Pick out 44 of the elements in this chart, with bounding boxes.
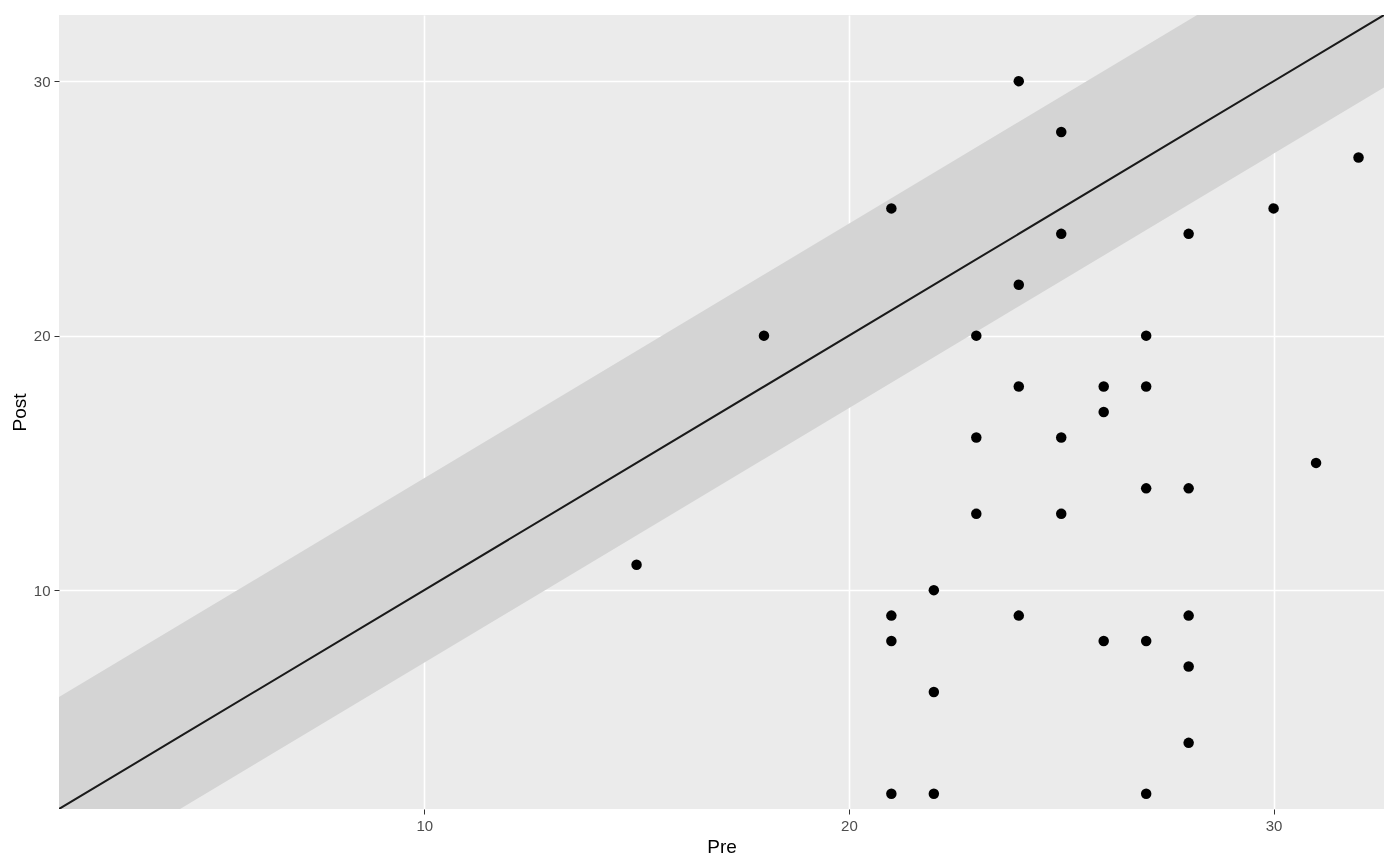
point [1353,152,1364,163]
point [1140,483,1152,494]
point [1183,661,1194,672]
point [1140,381,1152,392]
point [1013,381,1025,392]
point [928,686,940,698]
point [971,330,982,341]
point [1013,610,1025,621]
x-tick-label: 20 [841,816,858,834]
point [1056,228,1067,240]
point [1183,610,1194,621]
point [928,788,940,799]
point [1140,330,1152,341]
point [886,635,897,647]
x-tick-label: 30 [1265,816,1283,834]
point [886,788,897,799]
y-tick-label: 30 [33,72,51,90]
point [1056,508,1067,520]
point [1268,203,1279,214]
point [631,559,642,570]
point [1098,635,1109,647]
point [758,330,770,341]
point [971,432,982,443]
point [1013,75,1025,87]
point [1140,788,1152,799]
y-axis-title: Post [8,392,30,432]
y-tick-label: 20 [33,327,51,345]
point [1098,381,1109,392]
point [1098,406,1109,418]
point [928,584,940,596]
point [1183,737,1194,749]
point [886,203,897,214]
point [1140,635,1152,647]
x-tick-label: 10 [416,816,434,834]
y-tick-label: 10 [33,581,51,599]
point [1056,126,1067,138]
point [1013,279,1025,290]
point [886,610,897,621]
point [1056,432,1067,443]
x-axis-title: Pre [707,835,737,857]
point [1183,483,1194,494]
point [971,508,982,520]
point [1183,228,1194,240]
point [1310,457,1322,469]
